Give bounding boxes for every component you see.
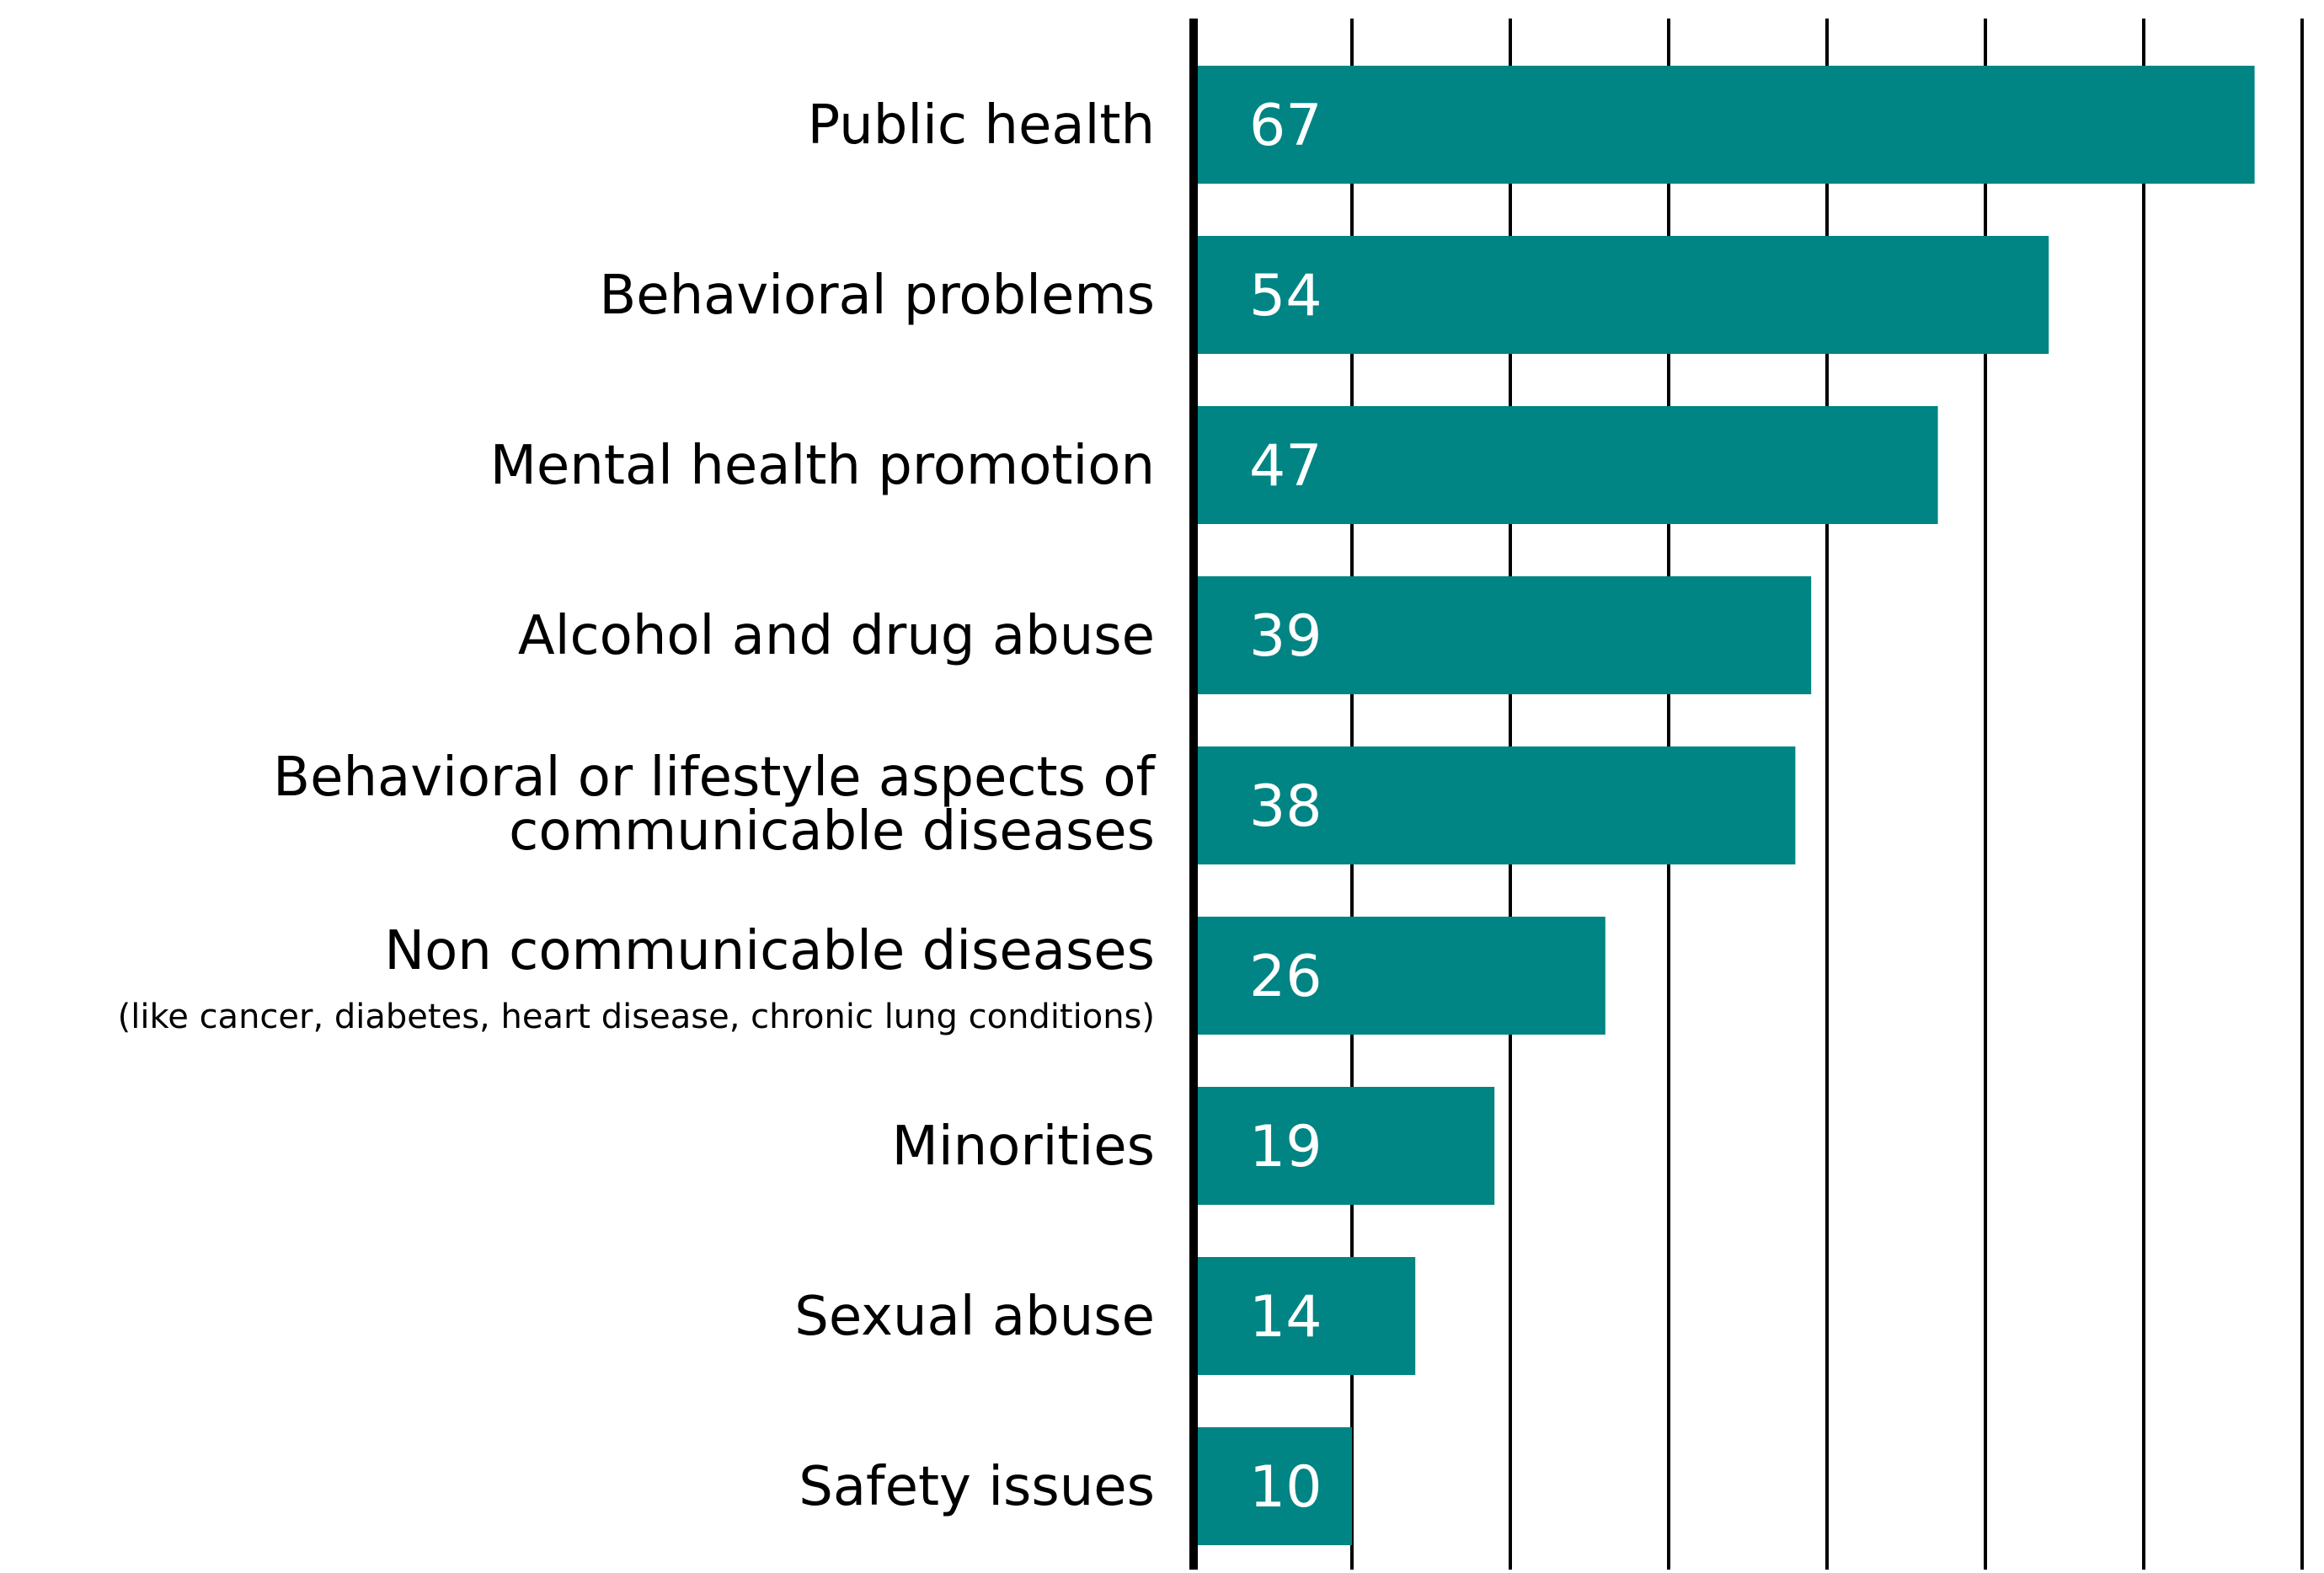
- bar-value-label: 39: [1249, 603, 1322, 670]
- category-label: Alcohol and drug abuse: [518, 605, 1155, 667]
- category-labels: Public health Behavioral problems Mental h…: [118, 94, 1157, 1518]
- bar-value-label: 47: [1249, 433, 1322, 500]
- bar: [1194, 1087, 1495, 1205]
- bar-value-label: 14: [1249, 1284, 1322, 1351]
- category-label: Behavioral problems: [599, 265, 1155, 327]
- bars: 67 54 47 39 38 26 19 14 10: [1194, 66, 2255, 1545]
- bar: [1194, 406, 1938, 524]
- bar: [1194, 1257, 1416, 1375]
- category-label: Public health: [808, 94, 1155, 157]
- category-label: Safety issues: [799, 1456, 1155, 1518]
- category-label: Mental health promotion: [490, 435, 1155, 497]
- bar: [1194, 66, 2255, 184]
- bar: [1194, 746, 1796, 864]
- category-label: Minorities: [892, 1116, 1155, 1178]
- bar: [1194, 1427, 1352, 1545]
- category-label: Sexual abuse: [794, 1286, 1155, 1348]
- bar: [1194, 576, 1812, 694]
- bar-value-label: 10: [1249, 1454, 1322, 1521]
- category-label: Behavioral or lifestyle aspects of: [273, 746, 1156, 809]
- category-label: Non communicable diseases: [384, 920, 1155, 982]
- bar-value-label: 54: [1249, 263, 1322, 329]
- bar-value-label: 67: [1249, 93, 1322, 159]
- bar-value-label: 26: [1249, 944, 1322, 1010]
- bar-value-label: 38: [1249, 773, 1322, 840]
- bar-value-label: 19: [1249, 1114, 1322, 1180]
- category-note: (like cancer, diabetes, heart disease, c…: [118, 998, 1155, 1036]
- bar: [1194, 236, 2049, 354]
- category-label: communicable diseases: [509, 800, 1155, 863]
- bar: [1194, 917, 1605, 1035]
